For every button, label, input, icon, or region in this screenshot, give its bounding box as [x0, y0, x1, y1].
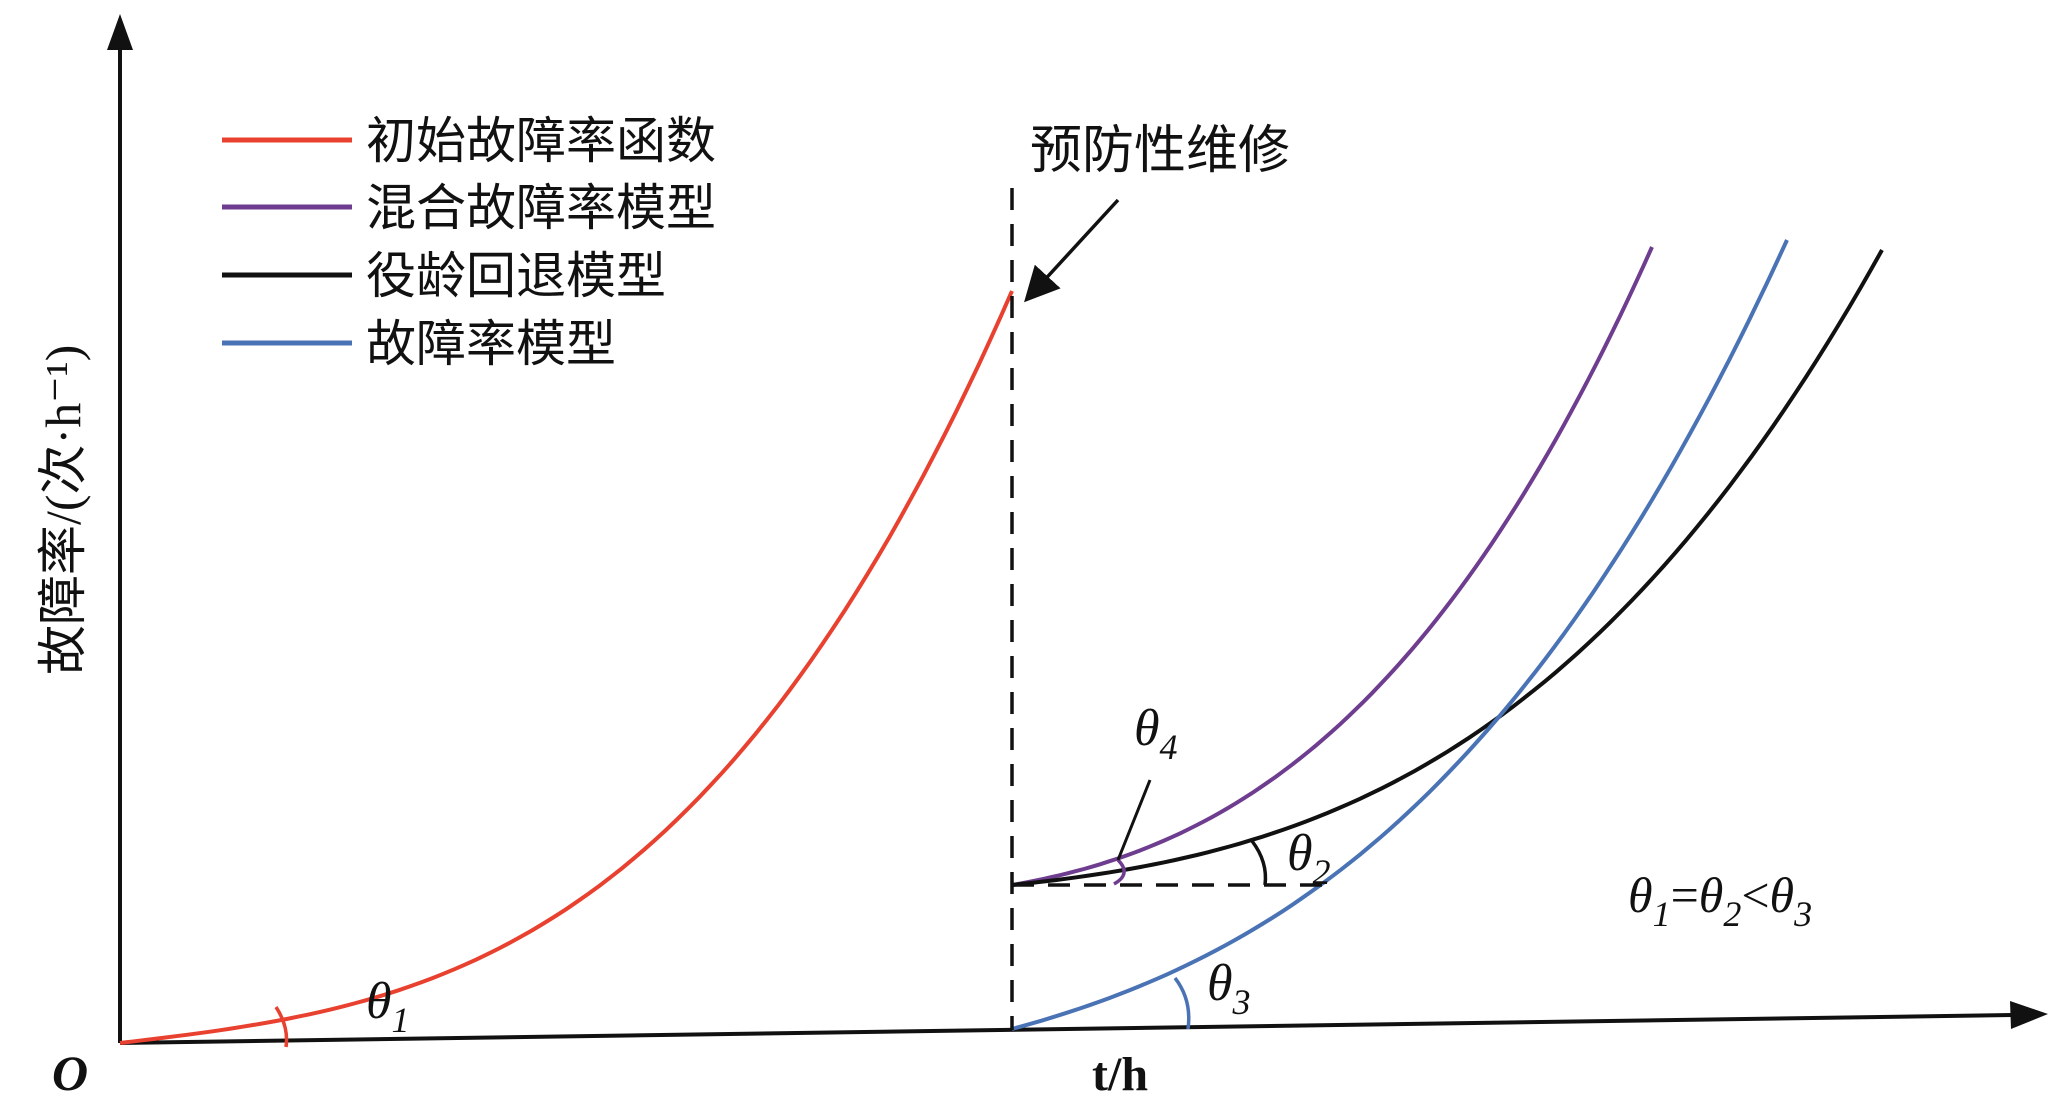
theta3-label: θ3 [1207, 955, 1251, 1022]
x-axis-label: t/h [1092, 1048, 1148, 1101]
legend-item-failure-rate: 故障率模型 [222, 315, 616, 373]
series-line-age-reduction [1011, 249, 1884, 887]
theta3-arc [1173, 976, 1191, 1030]
maintenance-label: 预防性维修 [1030, 121, 1290, 181]
theta2-label: θ2 [1287, 825, 1331, 892]
relation-label: θ1=θ2<θ3 [1628, 867, 1812, 934]
x-axis-line [119, 1013, 2013, 1045]
legend-label-age-reduction: 役龄回退模型 [366, 247, 666, 305]
svg-text:θ3: θ3 [1207, 955, 1251, 1022]
legend-label-failure-rate: 故障率模型 [366, 315, 616, 373]
y-axis-arrowhead [107, 14, 133, 50]
theta4-leader [1116, 779, 1152, 861]
y-axis-label: 故障率/(次·h⁻¹) [35, 345, 91, 675]
legend-label-mixed: 混合故障率模型 [366, 179, 716, 237]
maintenance-arrow [1024, 198, 1120, 303]
x-axis-arrowhead [2010, 1001, 2048, 1029]
series-line-initial [119, 290, 1014, 1045]
legend: 初始故障率函数 混合故障率模型 役龄回退模型 故障率模型 [222, 112, 716, 373]
origin-label: O [52, 1045, 88, 1101]
svg-text:θ1=θ2<θ3: θ1=θ2<θ3 [1628, 867, 1812, 934]
theta1-label: θ1 [366, 973, 410, 1040]
series-line-mixed [1011, 246, 1654, 887]
legend-label-initial: 初始故障率函数 [366, 112, 716, 170]
legend-item-mixed: 混合故障率模型 [222, 179, 716, 237]
axes [107, 14, 2048, 1045]
series-line-failure-rate [1011, 239, 1789, 1031]
legend-item-initial: 初始故障率函数 [222, 112, 716, 170]
theta4-arc [1113, 858, 1126, 886]
svg-text:θ1: θ1 [366, 973, 410, 1040]
theta4-label: θ4 [1134, 700, 1178, 767]
theta2-arc [1250, 839, 1268, 886]
theta1-arc [274, 1006, 289, 1048]
svg-text:θ2: θ2 [1287, 825, 1331, 892]
legend-item-age-reduction: 役龄回退模型 [222, 247, 666, 305]
svg-text:θ4: θ4 [1134, 700, 1178, 767]
